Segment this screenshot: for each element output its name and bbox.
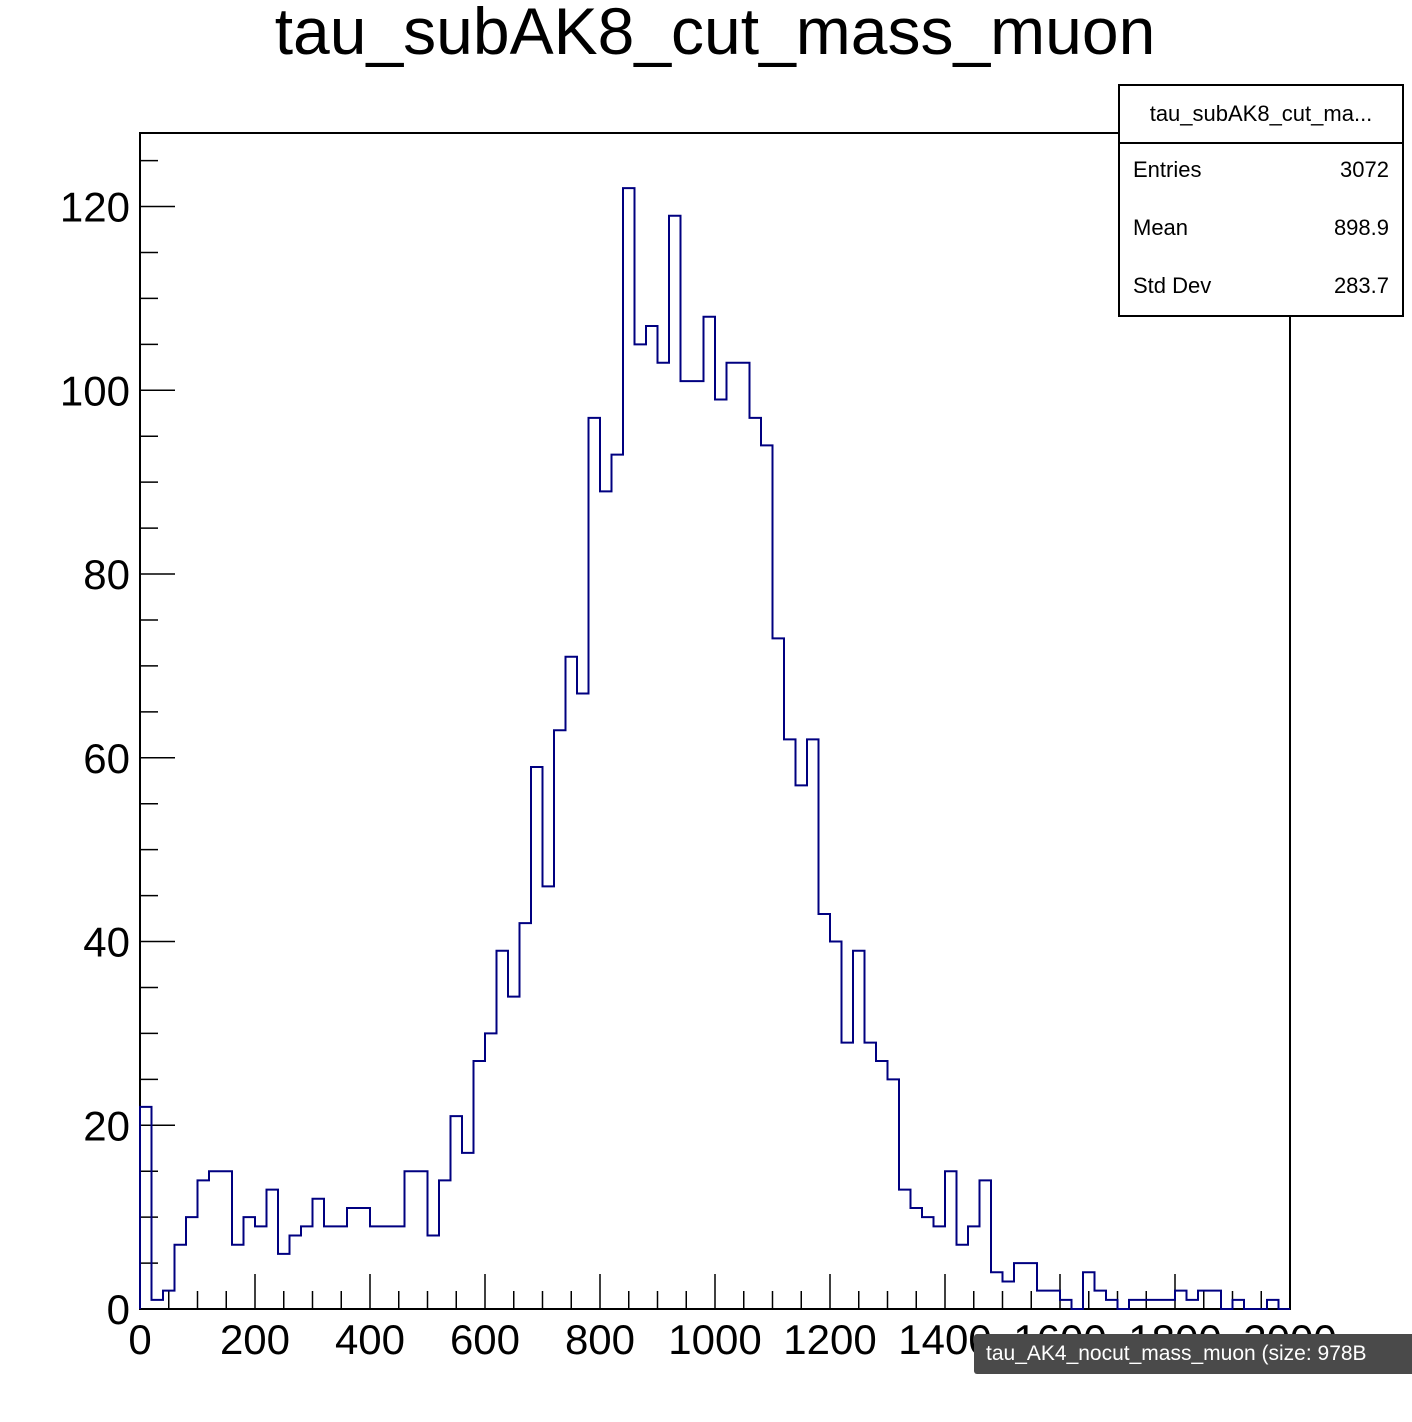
stats-row-entries: Entries 3072 xyxy=(1120,144,1402,202)
chart-title: tau_subAK8_cut_mass_muon xyxy=(275,0,1156,68)
y-tick-label: 60 xyxy=(83,735,130,782)
x-tick-label: 1000 xyxy=(668,1316,761,1363)
stats-box: tau_subAK8_cut_ma... Entries 3072 Mean 8… xyxy=(1118,84,1404,317)
stats-label: Entries xyxy=(1133,157,1202,182)
histogram-line xyxy=(139,187,1290,1310)
axis-tick-labels: 0200400600800100012001400160018002000020… xyxy=(60,184,1337,1364)
x-tick-label: 400 xyxy=(335,1316,405,1363)
y-tick-label: 0 xyxy=(107,1286,130,1333)
y-tick-label: 20 xyxy=(83,1102,130,1149)
y-tick-label: 80 xyxy=(83,551,130,598)
stats-value: 3072 xyxy=(1340,157,1389,182)
x-tick-label: 0 xyxy=(128,1316,151,1363)
x-tick-label: 200 xyxy=(220,1316,290,1363)
stats-row-std-dev: Std Dev 283.7 xyxy=(1120,260,1402,318)
x-tick-label: 600 xyxy=(450,1316,520,1363)
y-tick-label: 100 xyxy=(60,367,130,414)
stats-value: 283.7 xyxy=(1333,273,1389,298)
y-tick-label: 40 xyxy=(83,919,130,966)
stats-label: Std Dev xyxy=(1133,273,1212,298)
hover-tooltip: tau_AK4_nocut_mass_muon (size: 978B xyxy=(974,1334,1412,1374)
x-tick-label: 800 xyxy=(565,1316,635,1363)
y-tick-label: 120 xyxy=(60,184,130,231)
stats-value: 898.9 xyxy=(1333,215,1389,240)
stats-title: tau_subAK8_cut_ma... xyxy=(1120,86,1402,144)
stats-row-mean: Mean 898.9 xyxy=(1120,202,1402,260)
stats-label: Mean xyxy=(1133,215,1189,240)
x-tick-label: 1200 xyxy=(783,1316,876,1363)
